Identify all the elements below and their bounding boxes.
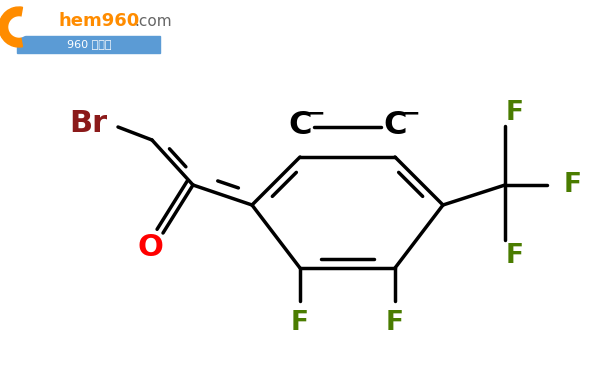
Text: F: F [506, 100, 524, 126]
Text: F: F [564, 172, 582, 198]
Text: −: − [307, 103, 325, 123]
Text: hem960: hem960 [58, 12, 140, 30]
Text: C: C [383, 110, 407, 141]
Bar [17, 36, 160, 53]
Text: −: − [402, 103, 420, 123]
Text: C: C [288, 110, 312, 141]
Text: F: F [291, 310, 309, 336]
Text: F: F [506, 243, 524, 269]
Text: F: F [386, 310, 404, 336]
Circle shape [9, 17, 29, 37]
Text: 960 化工网: 960 化工网 [67, 39, 111, 49]
Text: .com: .com [134, 13, 172, 28]
Wedge shape [0, 7, 22, 47]
Text: O: O [137, 232, 163, 261]
Text: Br: Br [69, 108, 107, 138]
